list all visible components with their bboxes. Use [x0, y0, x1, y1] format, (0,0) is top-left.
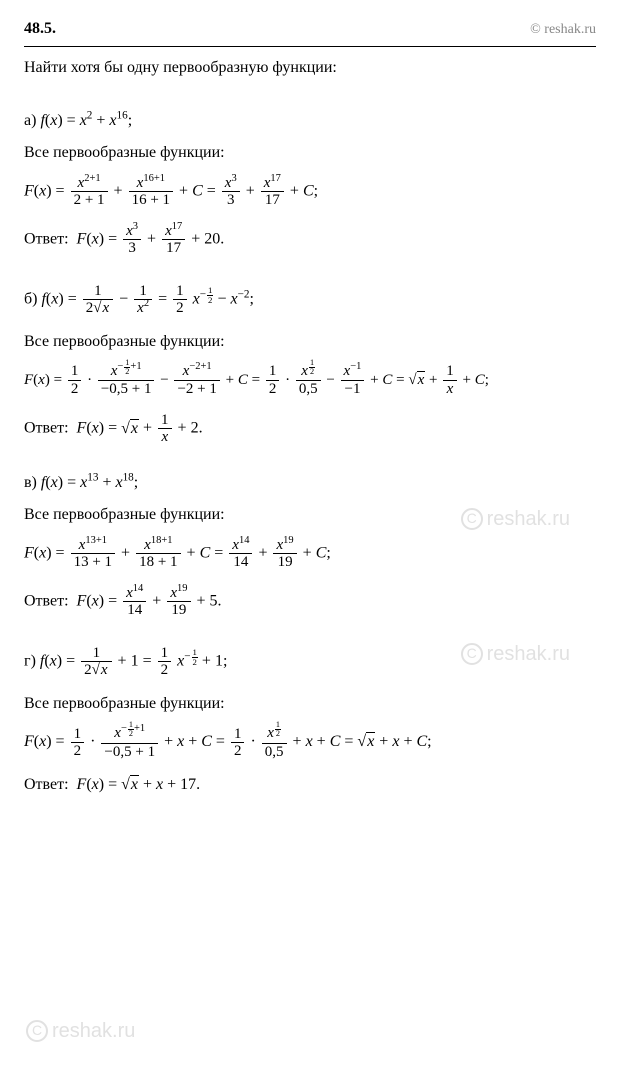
section-a: а) f(x) = x2 + x16; Все первообразные фу…: [24, 110, 596, 257]
section-a-answer: Ответ: F(x) = x33 + x1717 + 20.: [24, 223, 596, 257]
section-v: в) f(x) = x13 + x18; Все первообразные ф…: [24, 472, 596, 619]
section-g-func: г) f(x) = 12x + 1 = 12 x−12 + 1;: [24, 645, 596, 679]
section-g: г) f(x) = 12x + 1 = 12 x−12 + 1; Все пер…: [24, 645, 596, 797]
section-v-all-label: Все первообразные функции:: [24, 504, 596, 526]
answer-label-b: Ответ:: [24, 420, 69, 437]
answer-label-g: Ответ:: [24, 776, 69, 793]
copyright-icon: C: [26, 1020, 48, 1042]
section-b-answer: Ответ: F(x) = x + 1x + 2.: [24, 412, 596, 446]
section-b-formula: F(x) = 12 · x−12+1−0,5 + 1 − x−2+1−2 + 1…: [24, 363, 596, 398]
problem-number: 48.5.: [24, 18, 56, 40]
section-a-formula: F(x) = x2+12 + 1 + x16+116 + 1 + C = x33…: [24, 175, 596, 209]
label-g: г): [24, 652, 36, 669]
attribution: © reshak.ru: [530, 20, 596, 40]
section-v-answer: Ответ: F(x) = x1414 + x1919 + 5.: [24, 585, 596, 619]
section-b: б) f(x) = 12x − 1x2 = 12 x−12 − x−2; Все…: [24, 283, 596, 446]
watermark-text: reshak.ru: [52, 1017, 135, 1045]
const-v: + 5.: [197, 592, 222, 609]
section-g-all-label: Все первообразные функции:: [24, 693, 596, 715]
section-v-formula: F(x) = x13+113 + 1 + x18+118 + 1 + C = x…: [24, 537, 596, 571]
const-g: + 17.: [167, 776, 200, 793]
section-g-formula: F(x) = 12 · x−12+1−0,5 + 1 + x + C = 12 …: [24, 725, 596, 760]
section-b-all-label: Все первообразные функции:: [24, 331, 596, 353]
label-a: а): [24, 112, 36, 129]
section-a-all-label: Все первообразные функции:: [24, 142, 596, 164]
section-a-func: а) f(x) = x2 + x16;: [24, 110, 596, 132]
label-b: б): [24, 290, 37, 307]
label-v: в): [24, 474, 37, 491]
watermark: C reshak.ru: [26, 1017, 135, 1045]
section-v-func: в) f(x) = x13 + x18;: [24, 472, 596, 494]
section-g-answer: Ответ: F(x) = x + x + 17.: [24, 774, 596, 796]
answer-label-a: Ответ:: [24, 230, 69, 247]
header-divider: [24, 46, 596, 47]
const-b: + 2.: [178, 420, 203, 437]
answer-label-v: Ответ:: [24, 592, 69, 609]
section-b-func: б) f(x) = 12x − 1x2 = 12 x−12 − x−2;: [24, 283, 596, 317]
task-title: Найти хотя бы одну первообразную функции…: [24, 57, 596, 79]
const-a: + 20.: [191, 230, 224, 247]
header-row: 48.5. © reshak.ru: [24, 18, 596, 40]
